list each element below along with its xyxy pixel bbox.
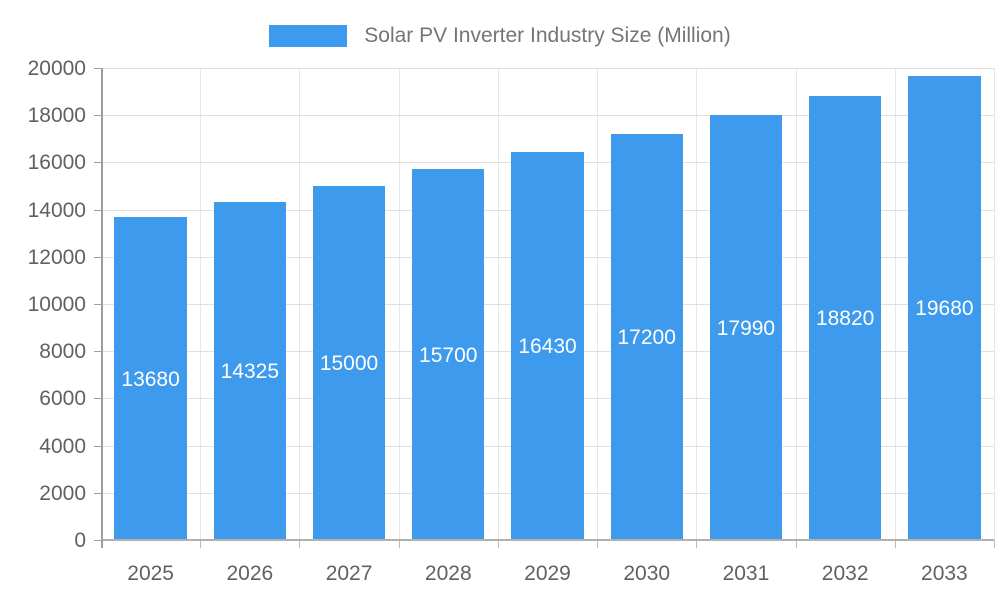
gridline-vertical — [994, 68, 995, 540]
y-axis-tick — [94, 304, 101, 305]
bar — [114, 217, 187, 540]
x-axis-tick — [994, 540, 995, 548]
gridline-horizontal — [101, 115, 994, 116]
y-axis-tick — [94, 257, 101, 258]
y-axis-tick — [94, 493, 101, 494]
y-axis-tick — [94, 446, 101, 447]
bar — [808, 95, 882, 540]
y-axis-tick-label: 14000 — [27, 199, 86, 222]
y-axis-tick-label: 20000 — [27, 57, 86, 80]
bar-value-label: 18820 — [815, 306, 875, 330]
x-axis-tick-label: 2028 — [424, 562, 472, 585]
x-axis-tick — [597, 540, 598, 548]
bar-value-label: 13680 — [121, 367, 180, 391]
y-axis-tick-label: 16000 — [27, 151, 86, 174]
y-axis-tick — [94, 162, 101, 163]
y-axis-tick-label: 6000 — [39, 387, 86, 410]
y-axis-tick-label: 12000 — [27, 246, 86, 269]
x-axis-tick — [200, 540, 201, 548]
bar — [610, 134, 683, 540]
y-axis-tick — [94, 398, 101, 399]
x-axis-tick-label: 2027 — [325, 562, 373, 585]
x-axis-tick — [399, 540, 400, 548]
x-axis-tick-label: 2025 — [127, 562, 174, 585]
x-axis-tick — [498, 540, 499, 548]
y-axis-tick — [94, 351, 101, 352]
y-axis-tick-label: 18000 — [27, 104, 86, 127]
bar — [213, 201, 287, 540]
bar — [511, 152, 584, 540]
bar-value-label: 15700 — [419, 343, 478, 367]
y-axis-tick — [94, 540, 101, 541]
y-axis-line — [101, 68, 103, 548]
y-axis-tick — [94, 210, 101, 211]
x-axis-tick-label: 2033 — [921, 562, 968, 585]
y-axis-tick-label: 2000 — [39, 482, 86, 505]
y-axis-tick — [94, 115, 101, 116]
gridline-horizontal — [101, 68, 994, 69]
bar-value-label: 19680 — [915, 296, 974, 320]
chart-legend: Solar PV Inverter Industry Size (Million… — [0, 24, 1000, 48]
legend-label: Solar PV Inverter Industry Size (Million… — [364, 24, 731, 47]
bar-value-label: 17990 — [716, 316, 776, 340]
y-axis-tick-label: 0 — [74, 529, 86, 552]
bar-value-label: 16430 — [518, 335, 577, 359]
x-axis-tick-label: 2030 — [623, 562, 671, 585]
y-axis-tick-label: 8000 — [39, 340, 86, 363]
bar — [908, 75, 981, 540]
legend-swatch-icon — [269, 25, 348, 47]
bar-value-label: 15000 — [319, 352, 379, 375]
bar — [709, 115, 783, 540]
x-axis-tick-label: 2029 — [524, 562, 571, 585]
bar-value-label: 17200 — [617, 326, 676, 350]
x-axis-tick — [796, 540, 797, 548]
y-axis-tick-label: 4000 — [39, 435, 86, 458]
y-axis-tick — [94, 68, 101, 69]
x-axis-tick — [696, 540, 697, 548]
plot-area: 0 2000 4000 6000 8000 10000 12000 14000 16000 180… — [28, 58, 995, 585]
x-axis-line — [101, 539, 994, 541]
x-axis-tick-label: 2031 — [722, 562, 770, 585]
y-axis-tick-label: 10000 — [27, 293, 86, 316]
x-axis-tick-label: 2032 — [821, 562, 869, 585]
bar — [312, 186, 386, 540]
x-axis-tick — [895, 540, 896, 548]
bar — [412, 169, 485, 540]
x-axis-tick-label: 2026 — [226, 562, 274, 585]
bar-value-label: 14325 — [220, 359, 280, 383]
x-axis-tick — [299, 540, 300, 548]
